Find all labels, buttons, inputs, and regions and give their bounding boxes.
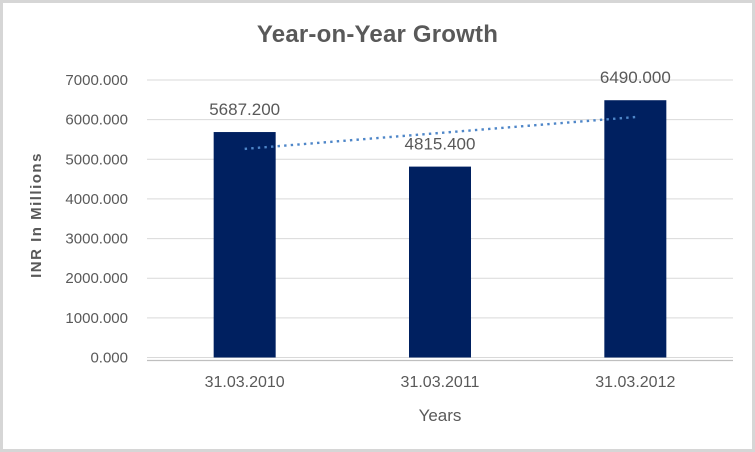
x-tick-label: 31.03.2012 xyxy=(595,374,675,391)
y-tick-label: 2000.000 xyxy=(65,270,128,287)
bar xyxy=(604,100,667,358)
x-tick-label: 31.03.2010 xyxy=(205,374,285,391)
y-axis-title: INR In Millions xyxy=(28,152,45,278)
bar-value-label: 4815.400 xyxy=(405,135,476,154)
x-tick-label: 31.03.2011 xyxy=(401,374,480,391)
y-tick-label: 6000.000 xyxy=(65,112,128,129)
chart-title: Year-on-Year Growth xyxy=(256,21,499,48)
bar xyxy=(409,166,471,358)
y-tick-label: 7000.000 xyxy=(65,72,128,89)
y-tick-label: 3000.000 xyxy=(65,231,128,248)
y-tick-label: 0.000 xyxy=(90,350,128,367)
bar-value-label: 5687.200 xyxy=(209,100,280,119)
bar xyxy=(213,132,276,358)
y-tick-label: 4000.000 xyxy=(65,191,128,208)
y-tick-label: 5000.000 xyxy=(65,151,128,168)
x-axis-title: Years xyxy=(419,406,462,425)
bar-value-label: 6490.000 xyxy=(600,68,671,87)
y-tick-label: 1000.000 xyxy=(65,310,128,327)
